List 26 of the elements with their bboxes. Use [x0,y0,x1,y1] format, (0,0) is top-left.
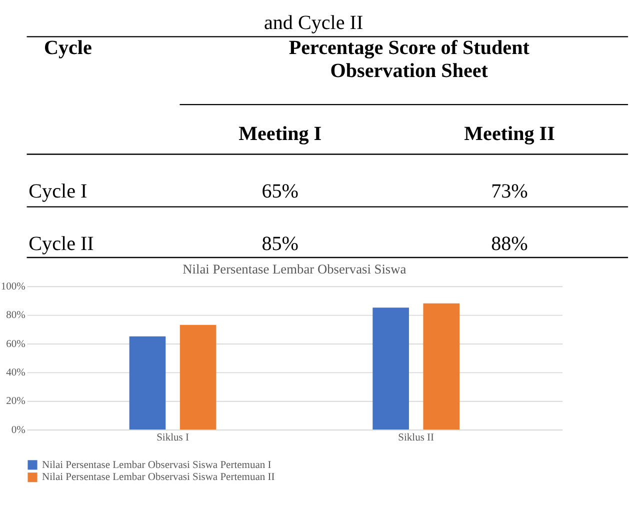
text: Cycle I [28,180,88,202]
bar [129,336,166,430]
text: 88% [491,232,528,255]
text: Percentage Score of Student Observation Sheet [288,36,530,82]
x-tick-label: Siklus I [156,432,190,444]
y-tick-label: 60% [6,338,26,350]
chart-title: Nilai Persentase Lembar Observasi Siswa [182,262,406,277]
legend-label: Nilai Persentase Lembar Observasi Siswa Pertemuan II [42,472,276,484]
text: Meeting II [464,122,556,145]
bar [423,303,460,430]
x-tick-label: Siklus II [398,432,435,444]
legend-label: Nilai Persentase Lembar Observasi Siswa Pertemuan I [42,460,272,471]
text: Cycle [44,36,92,59]
y-tick-label: 80% [6,310,26,322]
y-tick-label: 40% [6,368,26,379]
text: Meeting I [238,122,322,145]
bar [180,324,216,430]
text: 85% [262,232,299,255]
y-tick-label: 20% [6,396,26,408]
bar [372,308,409,430]
text: 73% [491,180,528,202]
text: Cycle II [28,232,94,255]
text: 65% [262,180,299,202]
y-tick-label: 100% [0,282,26,293]
y-tick-label: 0% [11,424,26,436]
text: and Cycle II [264,12,364,34]
